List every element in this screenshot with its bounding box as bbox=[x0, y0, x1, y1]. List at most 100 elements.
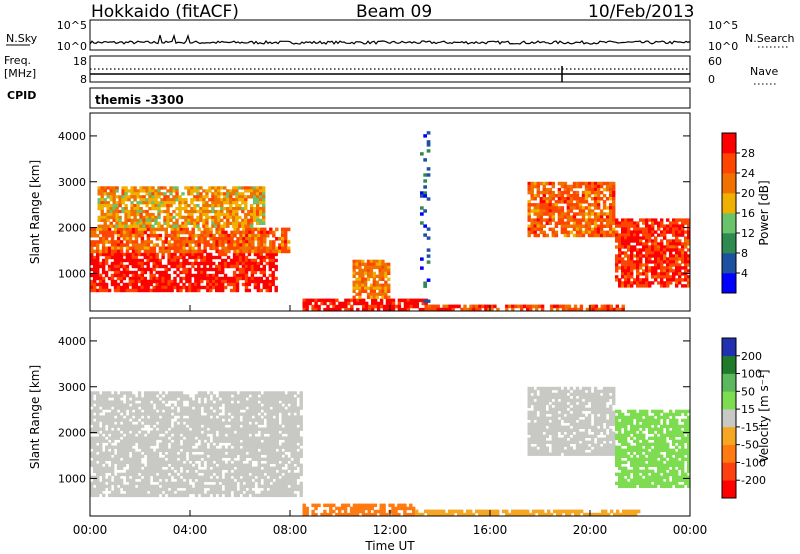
heatmap-cell-r0 bbox=[104, 270, 109, 275]
heatmap-cell-r1 bbox=[305, 509, 309, 514]
heatmap-cell-r0 bbox=[128, 270, 133, 275]
heatmap-cell-r0 bbox=[268, 273, 272, 278]
heatmap-cell-r2 bbox=[178, 215, 182, 220]
heatmap-cell-r0 bbox=[134, 487, 139, 492]
heatmap-cell-r3 bbox=[305, 307, 309, 312]
heatmap-cell-r2 bbox=[235, 204, 239, 208]
heatmap-cell-r6 bbox=[560, 212, 565, 216]
heatmap-cell-r1 bbox=[236, 227, 240, 232]
heatmap-cell-r6 bbox=[536, 190, 540, 195]
heatmap-cell-r0 bbox=[155, 466, 160, 470]
heatmap-cell-r7 bbox=[624, 266, 628, 270]
heatmap-cell-r6 bbox=[569, 203, 574, 207]
heatmap-cell-r5 bbox=[355, 262, 359, 267]
heatmap-cell-r0 bbox=[122, 457, 127, 461]
heatmap-cell-r6 bbox=[596, 203, 601, 207]
heatmap-cell-r7 bbox=[672, 227, 676, 231]
heatmap-cell-r7 bbox=[648, 251, 652, 255]
heatmap-cell-r0 bbox=[233, 463, 238, 467]
heatmap-cell-r0 bbox=[125, 427, 130, 431]
heatmap-cell-r0 bbox=[236, 466, 241, 470]
heatmap-cell-r0 bbox=[161, 391, 166, 395]
heatmap-cell-r0 bbox=[134, 276, 138, 281]
heatmap-cell-r0 bbox=[113, 490, 118, 495]
heatmap-cell-r0 bbox=[131, 433, 136, 437]
heatmap-cell-r0 bbox=[272, 394, 276, 398]
heatmap-cell-r0 bbox=[284, 493, 288, 498]
heatmap-cell-r0 bbox=[227, 478, 232, 483]
heatmap-cell-r0 bbox=[215, 397, 220, 401]
heatmap-cell-r7 bbox=[681, 245, 685, 249]
heatmap-cell-r0 bbox=[224, 436, 229, 440]
heatmap-cell-r3 bbox=[365, 307, 369, 312]
heatmap-cell-r0 bbox=[206, 276, 210, 281]
heatmap-cell-r6 bbox=[572, 206, 577, 210]
heatmap-cell-r2 bbox=[157, 221, 161, 225]
heatmap-cell-r3 bbox=[385, 304, 390, 309]
heatmap-cell-r6 bbox=[572, 197, 577, 201]
heatmap-cell-r2 bbox=[127, 189, 131, 193]
heatmap-cell-r1 bbox=[125, 233, 130, 238]
heatmap-cell-r6 bbox=[596, 215, 601, 219]
heatmap-cell-r1 bbox=[343, 503, 348, 508]
heatmap-cell-r0 bbox=[101, 252, 106, 257]
heatmap-cell-r4 bbox=[481, 304, 485, 309]
heatmap-cell-r0 bbox=[203, 484, 208, 489]
heatmap-cell-r6 bbox=[593, 221, 598, 225]
heatmap-cell-r5 bbox=[364, 268, 368, 273]
heatmap-cell-r0 bbox=[218, 400, 223, 404]
heatmap-cell-r0 bbox=[158, 264, 162, 269]
heatmap-cell-r2 bbox=[151, 215, 155, 220]
heatmap-cell-r6 bbox=[554, 233, 559, 238]
heatmap-cell-r0 bbox=[188, 288, 192, 293]
heatmap-cell-r0 bbox=[266, 463, 270, 467]
heatmap-cell-r0 bbox=[209, 442, 214, 446]
heatmap-cell-r6 bbox=[569, 206, 574, 210]
heatmap-cell-r2 bbox=[238, 186, 242, 190]
heatmap-cell-r0 bbox=[203, 273, 207, 278]
heatmap-cell-r1 bbox=[176, 233, 180, 238]
heatmap-cell-r0 bbox=[173, 427, 178, 431]
heatmap-cell-r2 bbox=[172, 201, 176, 205]
heatmap-cell-r0 bbox=[194, 493, 199, 498]
heatmap-cell-r0 bbox=[268, 255, 272, 260]
heatmap-cell-r6 bbox=[575, 184, 580, 189]
heatmap-cell-r0 bbox=[185, 252, 189, 257]
heatmap-cell-r1 bbox=[161, 243, 165, 247]
heatmap-cell-r2 bbox=[130, 189, 134, 193]
heatmap-cell-r0 bbox=[158, 436, 163, 440]
heatmap-cell-r1 bbox=[272, 240, 276, 244]
heatmap-cell-r7 bbox=[636, 257, 640, 261]
heatmap-cell-r0 bbox=[250, 273, 255, 278]
heatmap-cell-r0 bbox=[206, 430, 211, 434]
heatmap-cell-r3 bbox=[373, 298, 378, 303]
heatmap-cell-r7 bbox=[672, 278, 676, 282]
heatmap-cell-r0 bbox=[262, 255, 266, 260]
heatmap-cell-r6 bbox=[554, 209, 559, 213]
heatmap-cell-r0 bbox=[221, 261, 225, 266]
heatmap-cell-r0 bbox=[266, 481, 270, 486]
heatmap-cell-r6 bbox=[530, 221, 534, 225]
heatmap-cell-r8 bbox=[420, 257, 424, 261]
heatmap-cell-r0 bbox=[269, 490, 273, 495]
heatmap-cell-r4 bbox=[606, 304, 610, 309]
heatmap-cell-r0 bbox=[242, 397, 246, 401]
heatmap-cell-r0 bbox=[179, 418, 184, 422]
heatmap-cell-r4 bbox=[523, 304, 527, 309]
heatmap-cell-r0 bbox=[229, 279, 234, 284]
heatmap-cell-r0 bbox=[194, 285, 198, 290]
heatmap-cell-r0 bbox=[122, 418, 127, 422]
heatmap-cell-r0 bbox=[197, 279, 201, 284]
heatmap-cell-r0 bbox=[248, 436, 252, 440]
heatmap-cell-r1 bbox=[242, 230, 246, 235]
heatmap-cell-r5 bbox=[372, 277, 376, 281]
heatmap-cell-r7 bbox=[684, 263, 688, 267]
heatmap-cell-r0 bbox=[146, 409, 151, 413]
heatmap-cell-r7 bbox=[648, 230, 652, 234]
heatmap-cell-r6 bbox=[587, 221, 592, 225]
heatmap-cell-r0 bbox=[119, 484, 124, 489]
heatmap-cell-r7 bbox=[624, 263, 628, 267]
heatmap-cell-r0 bbox=[155, 463, 160, 467]
heatmap-cell-r0 bbox=[227, 451, 232, 455]
heatmap-cell-r0 bbox=[253, 285, 258, 290]
